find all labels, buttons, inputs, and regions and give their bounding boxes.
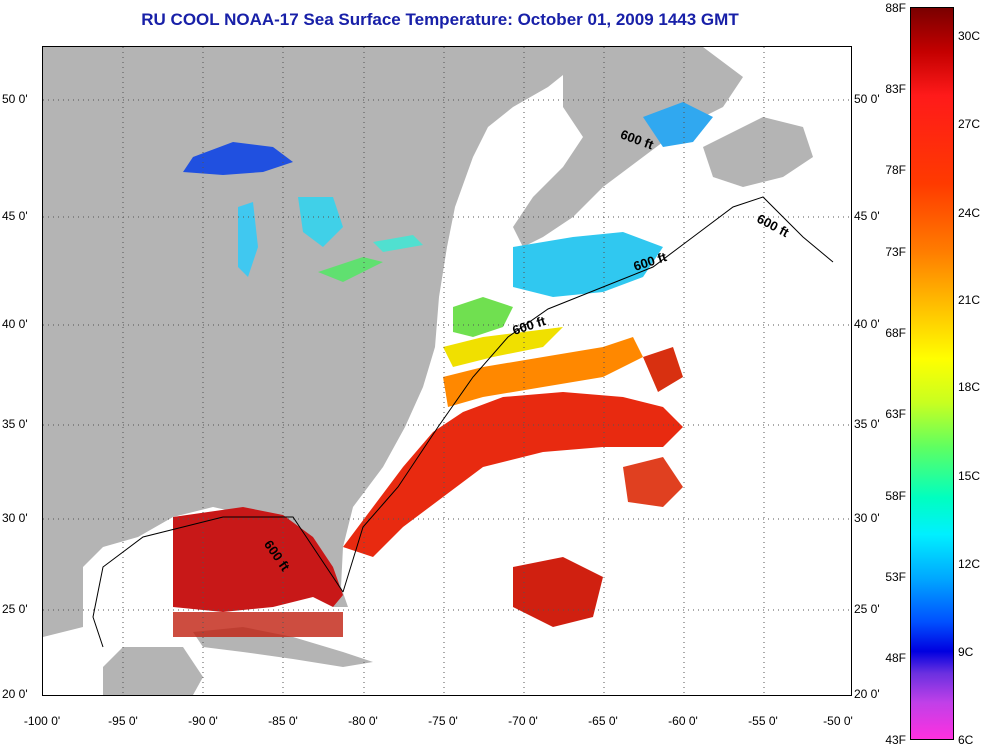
sst-gulf-of-maine xyxy=(513,232,663,297)
lat-label: 25 0' xyxy=(2,602,28,616)
land-maritimes xyxy=(513,47,743,247)
colorbar-celsius-label: 9C xyxy=(958,645,974,659)
colorbar-fahrenheit-label: 73F xyxy=(885,245,906,259)
lat-label: 50 0' xyxy=(2,92,28,106)
colorbar-celsius-label: 12C xyxy=(958,557,981,571)
colorbar-celsius-label: 6C xyxy=(958,733,974,747)
land-yucatan xyxy=(103,647,203,695)
sst-shelf-yellow xyxy=(443,327,563,367)
temperature-colorbar xyxy=(910,7,954,740)
lon-label: -60 0' xyxy=(668,714,698,728)
colorbar-fahrenheit-label: 58F xyxy=(885,489,906,503)
lat-label: 30 0' xyxy=(854,511,880,525)
lon-label: -90 0' xyxy=(188,714,218,728)
lon-label: -70 0' xyxy=(508,714,538,728)
lon-label: -50 0' xyxy=(823,714,853,728)
lon-label: -75 0' xyxy=(428,714,458,728)
colorbar-fahrenheit-label: 48F xyxy=(885,651,906,665)
sst-gulf-st-lawrence xyxy=(643,102,713,147)
sst-sargasso-patch-3 xyxy=(643,347,683,392)
lat-label: 35 0' xyxy=(2,417,28,431)
colorbar-fahrenheit-label: 83F xyxy=(885,82,906,96)
colorbar-celsius-label: 30C xyxy=(958,29,981,43)
lon-label: -80 0' xyxy=(348,714,378,728)
sst-map[interactable] xyxy=(42,46,852,696)
lat-label: 50 0' xyxy=(854,92,880,106)
lat-label: 30 0' xyxy=(2,511,28,525)
sst-coastal-green xyxy=(453,297,513,337)
sst-sargasso-patch-1 xyxy=(513,557,603,627)
sst-caribbean-streaks xyxy=(173,612,343,637)
lat-label: 40 0' xyxy=(854,317,880,331)
map-canvas xyxy=(43,47,851,695)
lon-label: -100 0' xyxy=(23,714,61,728)
land-north-america xyxy=(43,47,573,637)
lon-label: -65 0' xyxy=(588,714,618,728)
colorbar-fahrenheit-label: 43F xyxy=(885,733,906,747)
lat-label: 20 0' xyxy=(2,687,28,701)
lake-erie xyxy=(318,257,383,282)
colorbar-celsius-label: 18C xyxy=(958,380,981,394)
sst-slope-water xyxy=(443,337,643,407)
colorbar-fahrenheit-label: 63F xyxy=(885,407,906,421)
lon-label: -95 0' xyxy=(108,714,138,728)
colorbar-celsius-label: 27C xyxy=(958,117,981,131)
colorbar-fahrenheit-label: 68F xyxy=(885,326,906,340)
isobath-600ft xyxy=(92,196,834,648)
colorbar-fahrenheit-label: 88F xyxy=(885,1,906,15)
lat-label: 40 0' xyxy=(2,317,28,331)
sst-gulf-stream xyxy=(343,392,683,557)
land-newfoundland xyxy=(703,117,813,187)
lat-label: 45 0' xyxy=(2,209,28,223)
colorbar-celsius-label: 15C xyxy=(958,469,981,483)
graticule xyxy=(43,47,851,695)
lake-huron xyxy=(298,197,343,247)
sst-sargasso-patch-2 xyxy=(623,457,683,507)
lon-label: -55 0' xyxy=(748,714,778,728)
colorbar-celsius-label: 21C xyxy=(958,293,981,307)
lat-label: 45 0' xyxy=(854,209,880,223)
lake-michigan xyxy=(238,202,258,277)
lake-ontario xyxy=(373,235,423,252)
colorbar-fahrenheit-label: 78F xyxy=(885,163,906,177)
lat-label: 25 0' xyxy=(854,602,880,616)
colorbar-celsius-label: 24C xyxy=(958,206,981,220)
map-title: RU COOL NOAA-17 Sea Surface Temperature:… xyxy=(141,10,739,29)
lat-label: 35 0' xyxy=(854,417,880,431)
lon-label: -85 0' xyxy=(268,714,298,728)
colorbar-fahrenheit-label: 53F xyxy=(885,570,906,584)
sst-gulf-of-mexico xyxy=(173,507,343,612)
lat-label: 20 0' xyxy=(854,687,880,701)
lake-superior xyxy=(183,142,293,175)
